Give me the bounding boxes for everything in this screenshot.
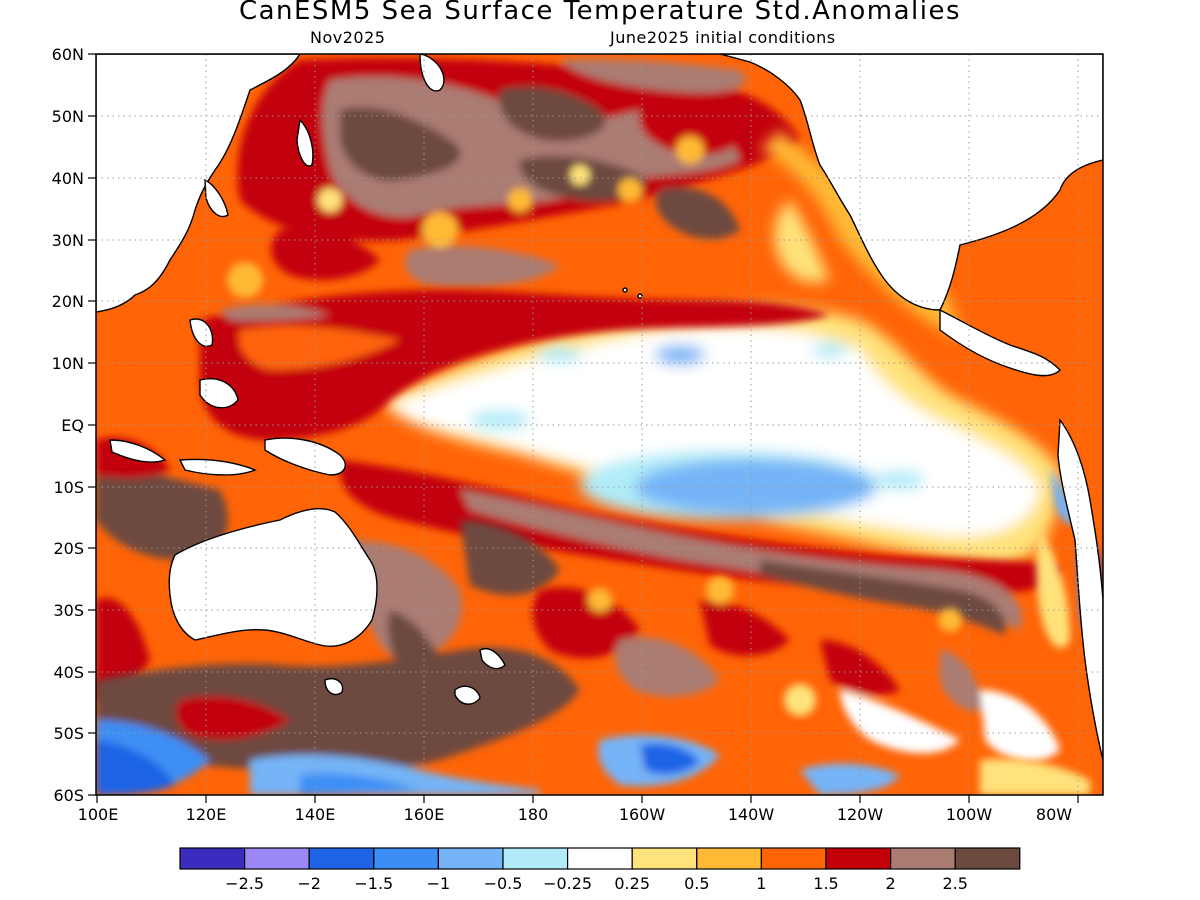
- colorbar-tick-label: 2: [886, 874, 896, 893]
- colorbar-swatch: [244, 847, 310, 870]
- colorbar-swatch: [889, 847, 956, 870]
- lon-label: 100E: [78, 805, 119, 824]
- colorbar-tick-label: −1: [427, 874, 451, 893]
- colorbar-tick-label: −2.5: [225, 874, 264, 893]
- colorbar-swatch: [825, 847, 892, 870]
- lon-label: 100W: [946, 805, 993, 824]
- lon-label: 140E: [295, 805, 336, 824]
- lat-label: 20N: [52, 292, 84, 311]
- lat-label: 30N: [52, 231, 84, 250]
- lat-label: 60S: [53, 786, 84, 805]
- lon-label: 160E: [404, 805, 445, 824]
- colorbar-tick-label: 0.25: [614, 874, 650, 893]
- colorbar-tick-label: −0.5: [484, 874, 523, 893]
- lat-label: 20S: [53, 539, 84, 558]
- colorbar-tick-label: −2: [297, 874, 321, 893]
- lat-label: 10S: [53, 478, 84, 497]
- lat-label: 40S: [53, 663, 84, 682]
- colorbar: [179, 847, 1021, 870]
- colorbar-tick-label: 1: [756, 874, 766, 893]
- init-conditions-label: June2025 initial conditions: [610, 28, 836, 47]
- colorbar-tick-label: −1.5: [354, 874, 393, 893]
- lon-label: 140W: [728, 805, 775, 824]
- lon-label: 80W: [1036, 805, 1072, 824]
- colorbar-tick-label: 1.5: [813, 874, 838, 893]
- colorbar-tick-label: 2.5: [942, 874, 967, 893]
- longitude-labels: 100E 120E 140E 160E 180 160W 140W 120W 1…: [78, 805, 1073, 824]
- continents: [96, 54, 1103, 761]
- colorbar-swatch: [631, 847, 698, 870]
- map-title: CanESM5 Sea Surface Temperature Std.Anom…: [238, 0, 962, 26]
- axis-ticks: [88, 53, 1079, 803]
- valid-month-label: Nov2025: [310, 28, 386, 47]
- colorbar-swatch: [760, 847, 827, 870]
- lat-label: 40N: [52, 169, 84, 188]
- lat-label: 50N: [52, 107, 84, 126]
- lat-label: 50S: [53, 724, 84, 743]
- colorbar-swatch: [566, 847, 633, 870]
- lon-label: 160W: [619, 805, 666, 824]
- colorbar-tick-label: 0.5: [684, 874, 709, 893]
- lat-label: EQ: [61, 416, 84, 435]
- colorbar-swatch: [502, 847, 569, 870]
- colorbar-swatch: [373, 847, 439, 870]
- colorbar-swatch: [696, 847, 762, 870]
- colorbar-swatch: [179, 847, 246, 870]
- lat-label: 60N: [52, 45, 84, 64]
- colorbar-tick-label: −0.25: [543, 874, 592, 893]
- lat-label: 10N: [52, 354, 84, 373]
- lon-label: 120W: [837, 805, 884, 824]
- latitude-labels: 60N 50N 40N 30N 20N 10N EQ 10S 20S 30S 4…: [52, 45, 84, 805]
- colorbar-swatch: [954, 847, 1021, 870]
- anomaly-field: [96, 54, 1103, 795]
- lat-label: 30S: [53, 601, 84, 620]
- lon-label: 120E: [186, 805, 227, 824]
- colorbar-swatch: [437, 847, 504, 870]
- lon-label: 180: [518, 805, 549, 824]
- colorbar-labels: −2.5 −2 −1.5 −1 −0.5 −0.25 0.25 0.5 1 1.5 2 2.5: [225, 874, 968, 893]
- colorbar-swatch: [308, 847, 375, 870]
